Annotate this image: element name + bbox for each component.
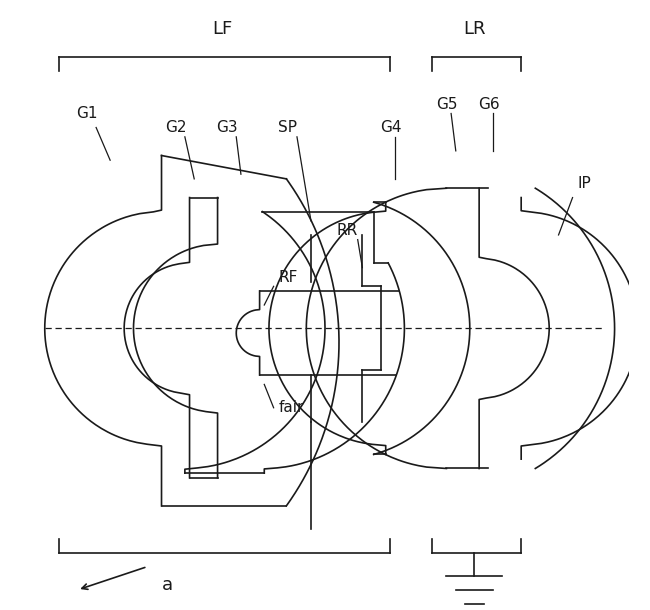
Text: LF: LF (212, 20, 232, 38)
Text: IP: IP (577, 176, 591, 191)
Text: G4: G4 (380, 120, 401, 135)
Text: RF: RF (278, 270, 298, 285)
Text: G1: G1 (76, 106, 98, 121)
Text: RR: RR (337, 223, 358, 238)
Text: G2: G2 (165, 120, 187, 135)
Text: G3: G3 (216, 120, 238, 135)
Text: fair: fair (278, 400, 304, 415)
Text: G5: G5 (436, 97, 457, 112)
Text: G6: G6 (478, 97, 499, 112)
Text: LR: LR (463, 20, 486, 38)
Text: a: a (161, 576, 173, 594)
Text: SP: SP (278, 120, 297, 135)
